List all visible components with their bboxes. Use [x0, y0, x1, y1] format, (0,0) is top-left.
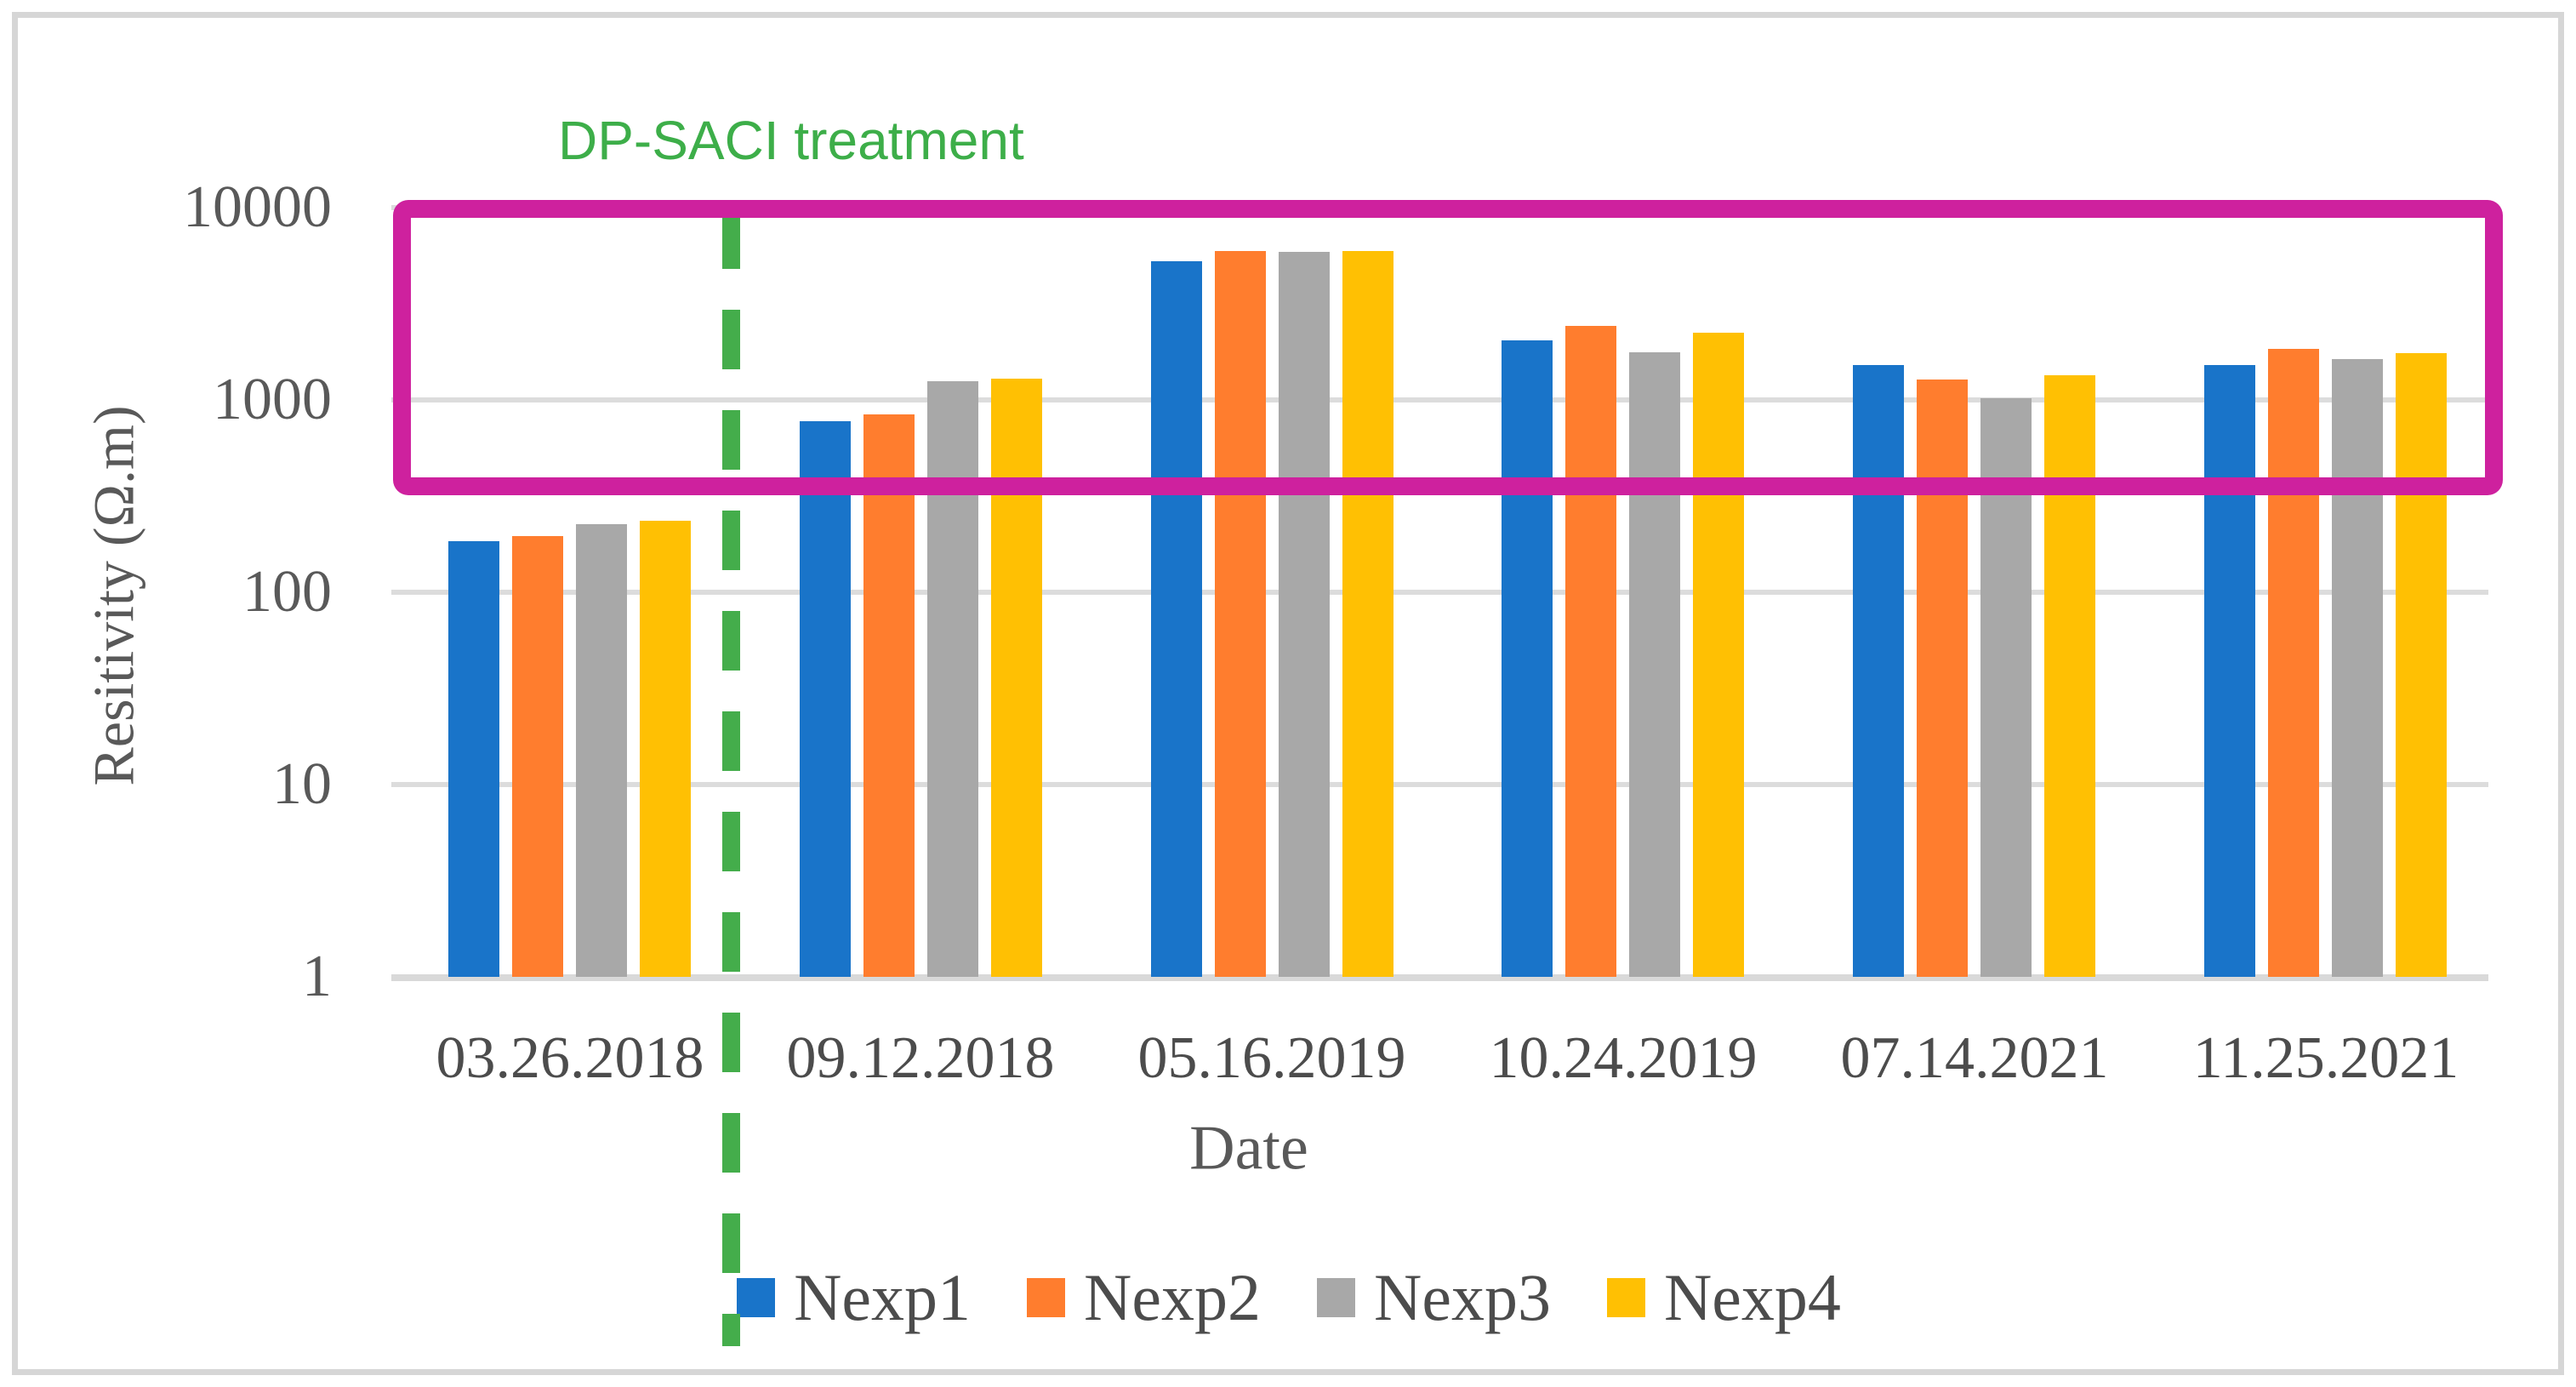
legend-swatch-nexp1	[737, 1278, 776, 1317]
x-tick-label-03.26.2018: 03.26.2018	[436, 1025, 704, 1091]
bar-nexp4-10.24.2019	[1693, 333, 1744, 977]
legend-item-nexp3: Nexp3	[1317, 1261, 1551, 1334]
y-tick-label-10: 10	[272, 751, 332, 817]
bar-nexp1-07.14.2021	[1853, 365, 1904, 977]
bar-nexp3-10.24.2019	[1629, 352, 1680, 977]
y-axis-title: Resitivity (Ω.m)	[81, 405, 146, 786]
gridline-10	[391, 782, 2488, 787]
y-tick-label-100: 100	[242, 559, 332, 625]
y-tick-label-1: 1	[302, 944, 332, 1009]
legend-label-nexp4: Nexp4	[1663, 1260, 1841, 1334]
bar-nexp1-03.26.2018	[448, 541, 499, 977]
y-tick-label-1000: 1000	[213, 367, 332, 432]
legend-item-nexp2: Nexp2	[1027, 1261, 1261, 1334]
bar-nexp1-11.25.2021	[2204, 365, 2255, 977]
x-tick-label-05.16.2019: 05.16.2019	[1137, 1025, 1406, 1091]
bar-nexp4-11.25.2021	[2396, 353, 2447, 977]
y-tick-label-10000: 10000	[183, 174, 332, 240]
bar-nexp2-09.12.2018	[863, 414, 915, 977]
legend-label-nexp1: Nexp1	[794, 1260, 972, 1334]
x-tick-label-09.12.2018: 09.12.2018	[786, 1025, 1055, 1091]
bar-nexp4-05.16.2019	[1342, 251, 1393, 977]
gridline-1	[391, 974, 2488, 981]
bar-nexp2-05.16.2019	[1215, 251, 1266, 977]
legend-swatch-nexp4	[1606, 1278, 1645, 1317]
x-tick-label-11.25.2021: 11.25.2021	[2192, 1025, 2459, 1091]
bar-nexp2-10.24.2019	[1565, 326, 1616, 977]
gridline-100	[391, 590, 2488, 595]
legend-item-nexp1: Nexp1	[737, 1261, 971, 1334]
legend-swatch-nexp2	[1027, 1278, 1066, 1317]
bar-nexp3-11.25.2021	[2332, 359, 2383, 977]
bar-nexp4-03.26.2018	[640, 521, 691, 977]
bar-nexp1-09.12.2018	[800, 421, 851, 977]
legend-label-nexp2: Nexp2	[1084, 1260, 1261, 1334]
bar-nexp3-03.26.2018	[576, 524, 627, 977]
gridline-1000	[391, 397, 2488, 402]
x-tick-label-10.24.2019: 10.24.2019	[1489, 1025, 1758, 1091]
bar-nexp1-05.16.2019	[1151, 261, 1202, 977]
bar-nexp1-10.24.2019	[1502, 340, 1553, 977]
bar-nexp2-03.26.2018	[512, 536, 563, 977]
x-tick-label-07.14.2021: 07.14.2021	[1840, 1025, 2109, 1091]
legend-swatch-nexp3	[1317, 1278, 1355, 1317]
bar-nexp2-11.25.2021	[2268, 349, 2319, 977]
legend-item-nexp4: Nexp4	[1606, 1260, 1841, 1334]
legend-label-nexp3: Nexp3	[1374, 1260, 1551, 1334]
x-axis-title: Date	[1189, 1113, 1308, 1184]
chart-legend: Nexp1 Nexp2 Nexp3 Nexp4	[34, 1261, 2544, 1334]
bar-nexp3-05.16.2019	[1279, 252, 1330, 977]
bar-nexp4-07.14.2021	[2044, 375, 2095, 977]
highlight-box	[393, 200, 2503, 495]
treatment-annotation-label: DP-SACI treatment	[558, 110, 1024, 171]
